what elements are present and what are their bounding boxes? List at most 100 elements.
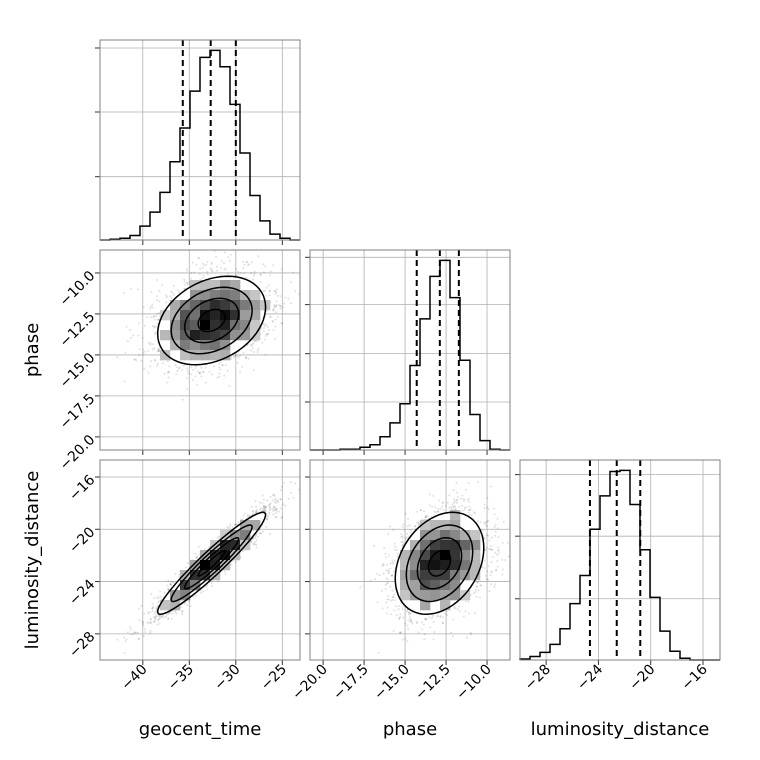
sample-point — [274, 509, 277, 512]
sample-point — [275, 300, 278, 303]
sample-point — [279, 295, 282, 298]
sample-point — [231, 525, 234, 528]
density-cell — [250, 310, 261, 321]
sample-point — [275, 304, 278, 306]
panel-frame — [309, 249, 511, 451]
sample-point — [137, 334, 140, 337]
density-cell — [200, 350, 211, 361]
sample-point — [154, 331, 157, 334]
sample-point — [129, 328, 132, 331]
sample-point — [244, 356, 247, 359]
sample-point — [254, 510, 257, 513]
sample-point — [167, 588, 170, 591]
density-cell — [210, 310, 221, 321]
sample-point — [163, 591, 166, 594]
sample-point — [254, 340, 257, 343]
sample-point — [254, 540, 257, 543]
sample-point — [235, 523, 238, 526]
sample-point — [290, 281, 292, 284]
sample-point — [261, 341, 264, 344]
sample-point — [262, 290, 265, 293]
sample-point — [186, 281, 189, 284]
sample-point — [224, 573, 227, 576]
sample-point — [143, 613, 146, 616]
sample-point — [254, 500, 257, 503]
sample-point — [259, 273, 262, 276]
sample-point — [246, 261, 249, 264]
sample-point — [273, 304, 276, 306]
density-cell — [250, 300, 261, 311]
density-cell — [210, 350, 221, 361]
sample-point — [197, 256, 200, 259]
sample-point — [171, 581, 174, 584]
sample-point — [183, 280, 186, 283]
sample-point — [259, 274, 262, 277]
sample-point — [133, 358, 136, 361]
sample-point — [143, 631, 146, 633]
sample-point — [188, 600, 191, 603]
sample-point — [272, 309, 275, 312]
sample-point — [159, 615, 162, 617]
sample-point — [237, 270, 239, 273]
density-cell — [240, 320, 251, 331]
sample-point — [184, 283, 187, 286]
sample-point — [245, 276, 248, 279]
sample-point — [198, 372, 201, 374]
sample-point — [239, 271, 242, 274]
density-cell — [240, 300, 251, 311]
sample-point — [147, 349, 150, 352]
sample-point — [204, 381, 207, 384]
sample-point — [292, 497, 295, 499]
sample-point — [133, 358, 136, 361]
sample-point — [255, 511, 258, 514]
density-cell — [210, 280, 221, 291]
density-cell — [240, 310, 251, 321]
sample-point — [155, 295, 158, 298]
sample-point — [229, 358, 232, 361]
density-cell — [220, 340, 231, 351]
sample-point — [171, 291, 174, 294]
sample-point — [156, 605, 159, 608]
sample-point — [256, 349, 259, 352]
scatter-layer — [116, 250, 300, 401]
sample-point — [272, 307, 275, 310]
sample-point — [167, 580, 170, 582]
sample-point — [157, 597, 160, 600]
sample-point — [266, 332, 269, 335]
sample-point — [269, 503, 271, 506]
sample-point — [218, 366, 221, 369]
sample-point — [235, 268, 238, 270]
sample-point — [187, 372, 190, 375]
density-cell — [190, 330, 201, 341]
density-cell — [210, 320, 221, 331]
sample-point — [151, 607, 154, 610]
sample-point — [158, 300, 161, 303]
sample-point — [257, 347, 260, 350]
sample-point — [252, 510, 255, 513]
contour-1.5-sigma — [170, 286, 253, 355]
sample-point — [198, 371, 201, 374]
sample-point — [201, 276, 204, 279]
density-cell — [250, 290, 261, 301]
sample-point — [219, 368, 221, 371]
sample-point — [189, 373, 192, 376]
sample-point — [198, 553, 201, 556]
density-cell — [170, 320, 181, 331]
density-cell — [180, 300, 191, 311]
density-cell — [230, 290, 241, 301]
sample-point — [276, 508, 278, 511]
density-cell — [200, 290, 211, 301]
sample-point — [185, 267, 188, 270]
density-cell — [200, 330, 211, 341]
sample-point — [278, 510, 280, 513]
sample-point — [239, 354, 242, 357]
sample-point — [232, 355, 235, 358]
panel-geocent_time-vs-luminosity_distance: −28−24−20−16−40 −35 −30 −25 — [66, 459, 301, 694]
sample-point — [230, 356, 233, 359]
sample-point — [262, 504, 265, 507]
y-tick-label: −20.0 — [57, 432, 99, 474]
sample-point — [274, 318, 277, 321]
sample-point — [156, 362, 159, 365]
sample-point — [255, 539, 258, 541]
sample-point — [166, 371, 169, 374]
